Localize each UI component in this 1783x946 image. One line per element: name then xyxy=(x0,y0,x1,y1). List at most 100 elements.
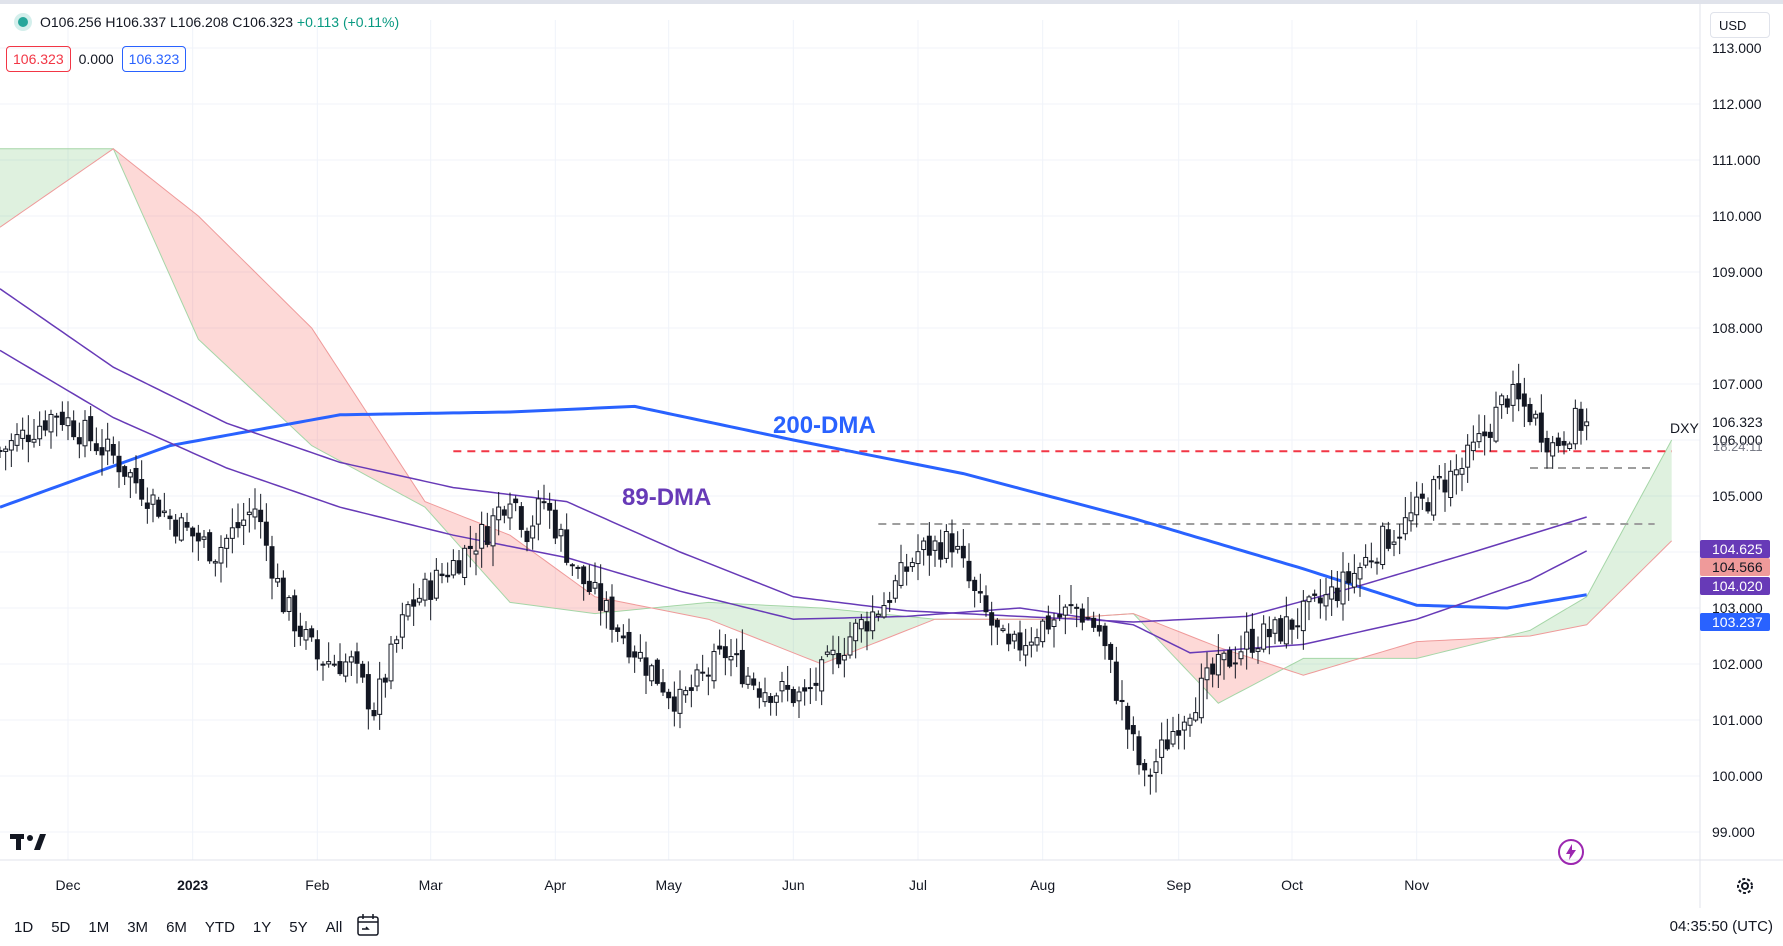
candle-down xyxy=(575,566,581,569)
candle-up xyxy=(1238,651,1244,660)
currency-selector[interactable]: USD xyxy=(1710,12,1770,38)
candle-down xyxy=(581,566,587,585)
candle-down xyxy=(1045,615,1051,630)
candle-up xyxy=(286,597,292,612)
range-3m[interactable]: 3M xyxy=(127,918,149,936)
candle-up xyxy=(1300,600,1306,632)
chart-legend: O106.256 H106.337 L106.208 C106.323 +0.1… xyxy=(18,14,399,30)
candle-up xyxy=(161,510,167,514)
candle-down xyxy=(173,519,179,537)
candle-up xyxy=(1453,469,1459,476)
candle-down xyxy=(320,663,326,666)
indicator-values: 106.323 0.000 106.323 xyxy=(6,46,187,72)
candle-down xyxy=(1312,593,1318,596)
ohlc-values: O106.256 H106.337 L106.208 C106.323 xyxy=(40,14,293,30)
indicator-value-neutral: 0.000 xyxy=(78,51,114,67)
y-tick-label: 99.000 xyxy=(1712,824,1755,840)
price-tag-kijun xyxy=(1700,558,1770,576)
candle-up xyxy=(331,663,337,666)
candle-down xyxy=(280,577,286,613)
candle-up xyxy=(1448,470,1454,498)
ma200-annotation: 200-DMA xyxy=(773,412,876,439)
candle-up xyxy=(1244,631,1250,650)
candle-down xyxy=(297,625,303,637)
range-1d[interactable]: 1D xyxy=(14,918,34,936)
candle-down xyxy=(547,502,553,511)
candle-down xyxy=(133,467,139,484)
candle-up xyxy=(1255,648,1261,652)
candle-up xyxy=(807,687,813,690)
calendar-range-icon[interactable] xyxy=(356,913,382,937)
candle-up xyxy=(218,546,224,564)
candle-down xyxy=(836,653,842,665)
price-tags: 104.625 104.566 104.020 103.237 106.323 xyxy=(1700,414,1770,631)
candle-up xyxy=(229,527,235,539)
candle-up xyxy=(450,560,456,576)
candle-down xyxy=(116,455,122,473)
range-5d[interactable]: 5D xyxy=(51,918,71,936)
candle-up xyxy=(3,448,9,452)
candle-up xyxy=(1368,560,1374,563)
candle-up xyxy=(1533,413,1539,419)
tradingview-logo-icon[interactable] xyxy=(10,832,50,852)
candle-up xyxy=(14,434,20,446)
candle-up xyxy=(507,503,513,519)
candle-down xyxy=(382,677,388,683)
candle-up xyxy=(178,517,184,541)
candle-up xyxy=(490,515,496,547)
candle-up xyxy=(1221,652,1227,661)
candle-down xyxy=(1176,730,1182,736)
range-6m[interactable]: 6M xyxy=(166,918,187,936)
utc-clock[interactable]: 04:35:50 (UTC) xyxy=(1669,918,1773,935)
countdown-label: 18:24:11 xyxy=(1713,439,1763,454)
candle-up xyxy=(1159,739,1165,758)
candle-down xyxy=(1442,479,1448,493)
candle-up xyxy=(212,561,218,564)
cloud-bearish-segment xyxy=(1365,637,1502,659)
ma200-line xyxy=(0,404,1587,610)
lightning-icon[interactable] xyxy=(1557,838,1585,866)
y-tick-label: 112.000 xyxy=(1712,96,1762,112)
candle-up xyxy=(1459,467,1465,475)
candle-up xyxy=(637,651,643,659)
candle-up xyxy=(892,580,898,599)
market-status-icon xyxy=(18,17,28,27)
candle-up xyxy=(1062,606,1068,616)
settings-gear-icon[interactable] xyxy=(1734,875,1756,897)
candle-down xyxy=(739,649,745,685)
candle-up xyxy=(1329,586,1335,600)
time-axis: Dec 2023 Feb Mar Apr May Jun Jul Aug Sep Oct Nov xyxy=(56,877,1430,893)
candle-up xyxy=(824,651,830,655)
candle-down xyxy=(688,687,694,691)
candle-up xyxy=(734,653,740,656)
candle-up xyxy=(762,692,768,703)
range-ytd[interactable]: YTD xyxy=(204,918,235,936)
candle-down xyxy=(989,612,995,626)
y-tick-label: 110.000 xyxy=(1712,208,1762,224)
candle-up xyxy=(909,562,915,568)
candle-down xyxy=(1091,617,1097,628)
candle-down xyxy=(93,443,99,452)
range-5y[interactable]: 5Y xyxy=(289,918,308,936)
candle-up xyxy=(1051,619,1057,628)
candle-down xyxy=(501,509,507,516)
range-1y[interactable]: 1Y xyxy=(252,918,272,936)
candle-up xyxy=(1465,444,1471,468)
candle-down xyxy=(768,696,774,703)
range-all[interactable]: All xyxy=(325,918,343,936)
y-tick-label: 106.000 xyxy=(1712,432,1763,448)
candle-up xyxy=(1357,566,1363,580)
candle-up xyxy=(377,678,383,715)
candlestick-series xyxy=(0,363,1590,795)
candle-up xyxy=(779,681,785,692)
candle-down xyxy=(292,595,298,632)
range-1m[interactable]: 1M xyxy=(88,918,110,936)
candle-down xyxy=(960,545,966,559)
candle-down xyxy=(1147,774,1153,777)
candle-down xyxy=(88,416,94,442)
x-tick-label: Aug xyxy=(1030,877,1055,893)
candle-down xyxy=(139,479,145,500)
candle-down xyxy=(518,506,524,530)
candle-up xyxy=(875,613,881,617)
